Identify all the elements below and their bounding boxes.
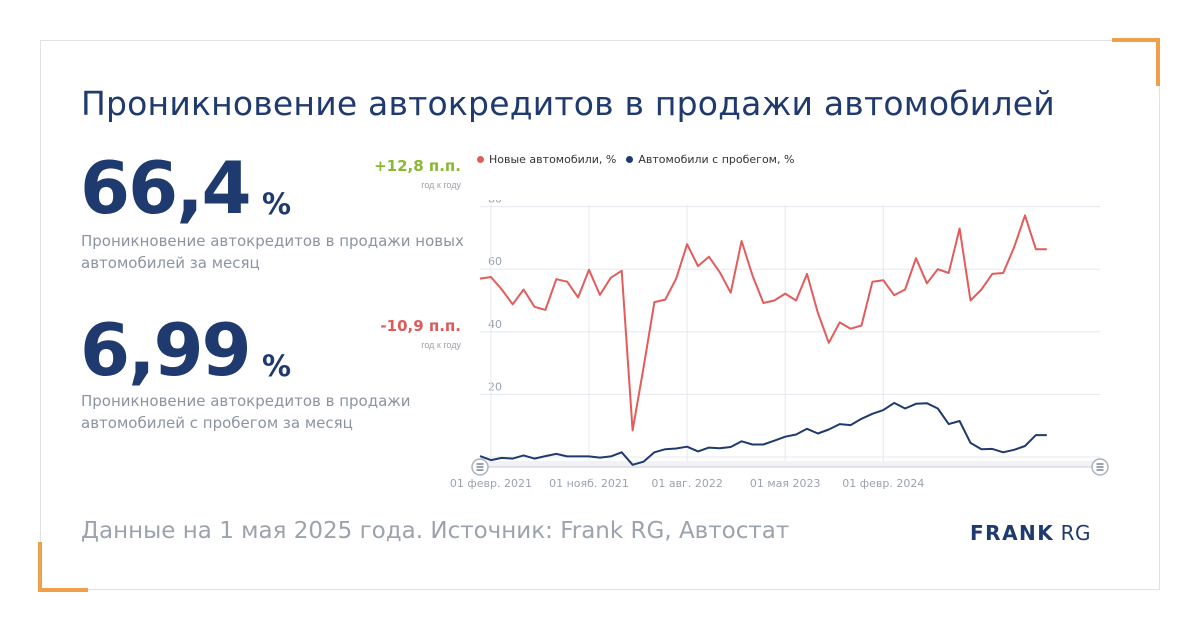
kpi-new-delta: +12,8 п.п. [374,157,461,175]
x-tick-label: 01 нояб. 2021 [549,477,629,490]
brand-logo: FRANK RG [970,521,1092,545]
x-tick-label: 01 февр. 2024 [842,477,924,490]
x-tick-label: 01 мая 2023 [750,477,821,490]
series-line-used [479,401,1047,466]
kpi-used-delta: -10,9 п.п. [380,317,461,335]
footer-source: Данные на 1 мая 2025 года. Источник: Fra… [81,518,790,544]
x-tick-label: 01 авг. 2022 [651,477,722,490]
navigator-band [480,461,1100,467]
kpi-used-unit: % [262,349,292,383]
line-chart: 80 60 40 20 01 февр. 2021 01 нояб. 2021 01 авг… [450,200,1109,490]
legend-marker-used [626,156,634,163]
y-tick-label: 80 [488,200,502,206]
legend-item-used[interactable]: Автомобили с пробегом, % [626,153,794,166]
page-title: Проникновение автокредитов в продажи авт… [81,84,1055,123]
x-tick-label: 01 февр. 2021 [450,477,532,490]
y-tick-label: 40 [488,318,502,331]
kpi-used-description: Проникновение автокредитов в продажи авт… [81,392,411,432]
chart-legend: Новые автомобили, % Автомобили с пробего… [477,153,794,166]
legend-label-new: Новые автомобили, % [489,153,617,166]
kpi-new-value: 66,4 [80,146,252,230]
legend-item-new[interactable]: Новые автомобили, % [477,153,616,166]
corner-accent-top-right [1112,38,1160,86]
y-tick-label: 20 [488,380,502,393]
kpi-new-unit: % [262,187,292,221]
legend-marker-new [477,156,484,163]
corner-accent-bottom-left [38,542,88,592]
kpi-new-description: Проникновение автокредитов в продажи нов… [81,232,464,272]
kpi-new-delta-caption: год к году [421,180,461,190]
kpi-used-delta-caption: год к году [421,340,461,350]
card [40,40,1160,590]
series-line-new [479,214,1047,432]
legend-label-used: Автомобили с пробегом, % [638,153,795,166]
y-tick-label: 60 [488,255,502,268]
kpi-used-value: 6,99 [80,308,252,392]
